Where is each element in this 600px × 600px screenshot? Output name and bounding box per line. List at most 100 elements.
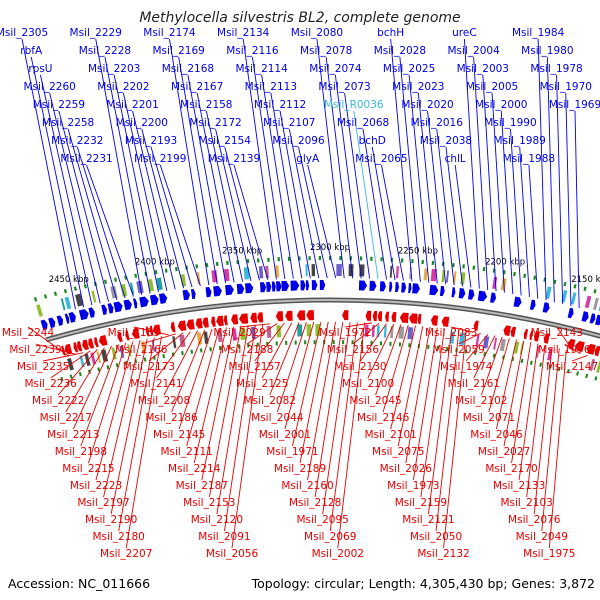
forward-gene-arrow [477,290,488,302]
reverse-gene-label: Msil_2147 [546,361,598,373]
inner-tick-mark [389,341,392,346]
reverse-gene-arrow [594,345,600,357]
forward-gene-arrow [275,281,282,292]
reverse-gene-label: Msil_2166 [115,344,168,356]
forward-gene-leader-line [122,92,168,291]
outer-tick-mark [33,296,38,302]
reverse-gene-label: Msil_2111 [160,446,212,458]
reverse-gene-label: Msil_1971 [266,446,318,458]
forward-gene-leader-line [49,92,101,304]
reverse-gene-leader-line [284,322,315,430]
reverse-gene-label: Msil_2083 [425,327,477,339]
reverse-gene-label: Msil_2050 [410,531,462,543]
reverse-gene-leader-line [201,326,235,481]
forward-feature-block [305,264,308,277]
forward-gene-arrow [64,313,70,324]
outer-tick-mark [380,257,383,262]
reverse-gene-leader-line [488,337,510,413]
reverse-gene-label: Msil_2236 [24,378,77,390]
forward-gene-arrow [48,317,56,329]
forward-gene-arrow [429,284,439,296]
reverse-gene-leader-line [254,322,285,362]
reverse-feature-block [266,325,272,338]
reverse-gene-label: Msil_2213 [47,429,99,441]
forward-gene-arrow [123,299,132,311]
forward-gene-label: Msil_2020 [401,99,453,111]
forward-gene-arrow [529,299,536,310]
forward-feature-block [545,286,552,300]
forward-gene-leader-line [39,74,93,306]
inner-tick-mark [313,340,316,345]
reverse-gene-leader-line [352,322,380,345]
inner-tick-mark [342,340,345,345]
inner-tick-mark [445,346,449,352]
forward-gene-arrow [311,280,318,291]
reverse-gene-label: Msil_2189 [274,463,326,475]
outer-tick-mark [43,294,48,299]
reverse-gene-leader-line [511,342,532,464]
forward-gene-label: Msil_2305 [0,27,48,39]
outer-tick-mark [400,258,404,263]
reverse-gene-leader-line [420,328,445,498]
reverse-gene-leader-line [360,323,387,362]
reverse-gene-label: Msil_1972 [319,327,371,339]
reverse-gene-arrow [132,328,140,339]
forward-gene-arrow [513,296,522,308]
reverse-gene-arrow [391,311,397,323]
reverse-gene-leader-line [451,326,474,333]
reverse-gene-leader-line [95,341,134,481]
forward-gene-leader-line [242,38,277,280]
forward-gene-leader-line [417,92,438,284]
forward-gene-leader-line [491,92,505,293]
reverse-gene-arrow [216,315,224,327]
reverse-gene-label: Msil_2026 [380,463,433,475]
forward-gene-label: bchD [359,135,386,147]
forward-gene-leader-line [399,56,421,282]
forward-feature-block [243,267,250,280]
reverse-gene-leader-line [186,327,220,447]
reverse-gene-leader-line [43,352,84,362]
forward-gene-leader-line [362,128,387,280]
inner-tick-mark [304,340,307,345]
outer-tick-mark [593,289,597,294]
forward-gene-leader-line [113,74,159,293]
reverse-gene-label: Msil_2100 [342,378,394,390]
forward-gene-arrow [408,282,412,294]
reverse-gene-label: Msil_2207 [100,548,152,560]
forward-feature-block [60,298,66,311]
outer-tick-mark [205,262,209,268]
forward-gene-label: rbfA [20,45,43,57]
kbp-label: 2150 kbp [571,275,600,285]
forward-gene-arrow [213,285,222,297]
outer-tick-mark [277,257,280,262]
forward-feature-block [258,266,264,279]
reverse-gene-arrow [94,337,99,348]
reverse-gene-label: Msil_2215 [62,463,114,475]
inner-tick-mark [97,367,101,372]
outer-tick-mark [533,275,537,280]
outer-tick-mark [513,271,516,277]
reverse-gene-leader-line [223,324,256,532]
forward-gene-label: Msil_1970 [540,81,592,93]
reverse-gene-leader-line [156,331,191,379]
reverse-feature-block [151,339,156,352]
reverse-feature-block [100,349,109,363]
forward-gene-leader-line [279,110,311,279]
forward-gene-arrow [358,280,368,291]
reverse-gene-label: Msil_2223 [70,480,122,492]
outer-tick-mark [73,286,77,291]
forward-gene-label: Msil_2028 [374,45,426,57]
forward-gene-leader-line [169,38,210,286]
reverse-gene-leader-line [239,323,271,328]
reverse-gene-label: Msil_2071 [463,412,515,424]
forward-gene-arrow [451,287,456,298]
reverse-gene-leader-line [125,336,163,549]
reverse-feature-block [119,345,125,359]
reverse-gene-arrow [430,315,439,326]
reverse-gene-leader-line [465,334,489,362]
forward-gene-label: ureC [452,27,477,39]
reverse-gene-arrow [377,311,383,322]
reverse-gene-leader-line [405,326,431,464]
reverse-gene-arrow [408,313,418,324]
